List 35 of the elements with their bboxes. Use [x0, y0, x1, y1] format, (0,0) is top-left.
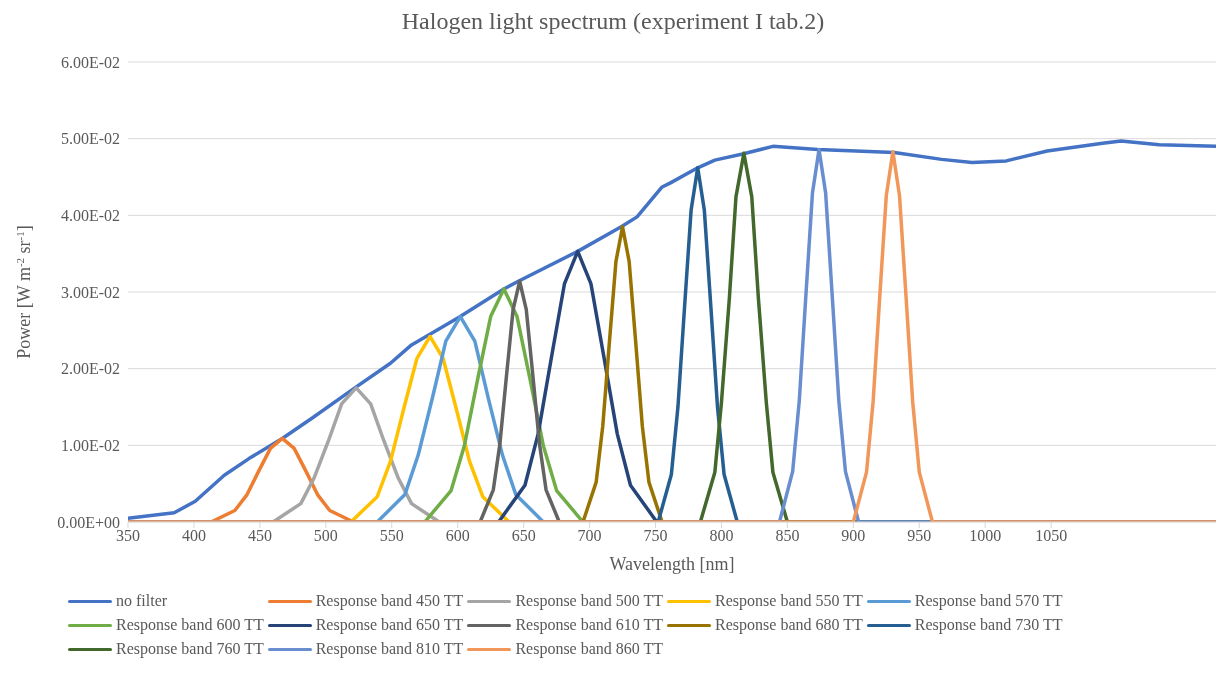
legend-label: Response band 450 TT [315, 592, 464, 610]
x-tick-label: 900 [841, 527, 866, 545]
legend-label: Response band 550 TT [715, 592, 863, 610]
x-tick-label: 800 [709, 527, 734, 545]
legend-label: Response band 570 TT [914, 592, 1063, 610]
x-tick-label: 400 [181, 527, 206, 545]
chart-title: Halogen light spectrum (experiment I tab.2) [400, 8, 826, 36]
legend-label: Response band 650 TT [315, 616, 464, 634]
legend-label: Response band 500 TT [515, 592, 664, 610]
x-tick-label: 500 [313, 527, 338, 545]
legend-label: Response band 680 TT [715, 616, 863, 634]
y-tick-label: 5.00E-02 [60, 130, 120, 148]
legend-label: Response band 860 TT [515, 640, 664, 658]
x-tick-label: 950 [907, 527, 932, 545]
x-axis-title: Wavelength [nm] [609, 554, 735, 574]
y-tick-label: 4.00E-02 [60, 207, 120, 225]
x-tick-label: 750 [643, 527, 668, 545]
y-tick-label: 2.00E-02 [60, 360, 120, 378]
legend-label: Response band 610 TT [515, 616, 664, 634]
legend-label: Response band 760 TT [116, 640, 264, 658]
legend-label: no filter [116, 592, 168, 610]
x-tick-label: 1050 [1035, 527, 1068, 545]
y-tick-label: 1.00E-02 [60, 437, 120, 455]
x-tick-label: 1000 [969, 527, 1002, 545]
y-tick-label: 3.00E-02 [60, 283, 120, 301]
legend-label: Response band 730 TT [914, 616, 1063, 634]
x-tick-label: 550 [379, 527, 404, 545]
y-tick-label: 6.00E-02 [60, 53, 120, 71]
x-tick-label: 850 [775, 527, 800, 545]
x-tick-label: 600 [445, 527, 470, 545]
x-tick-label: 700 [577, 527, 602, 545]
legend-label: Response band 810 TT [315, 640, 464, 658]
legend-label: Response band 600 TT [116, 616, 264, 634]
x-tick-label: 650 [511, 527, 536, 545]
x-tick-label: 450 [247, 527, 272, 545]
